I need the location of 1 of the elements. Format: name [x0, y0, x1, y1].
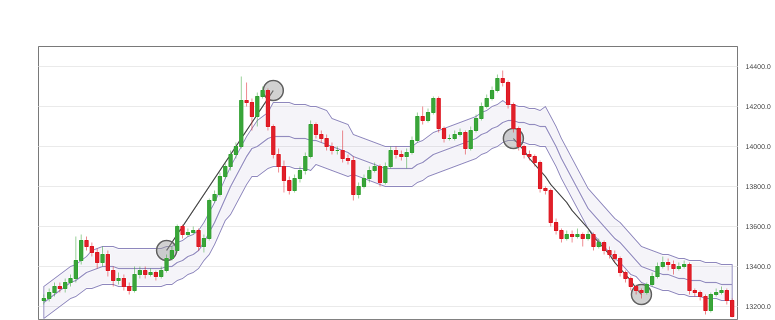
line-series: [43, 120, 733, 304]
